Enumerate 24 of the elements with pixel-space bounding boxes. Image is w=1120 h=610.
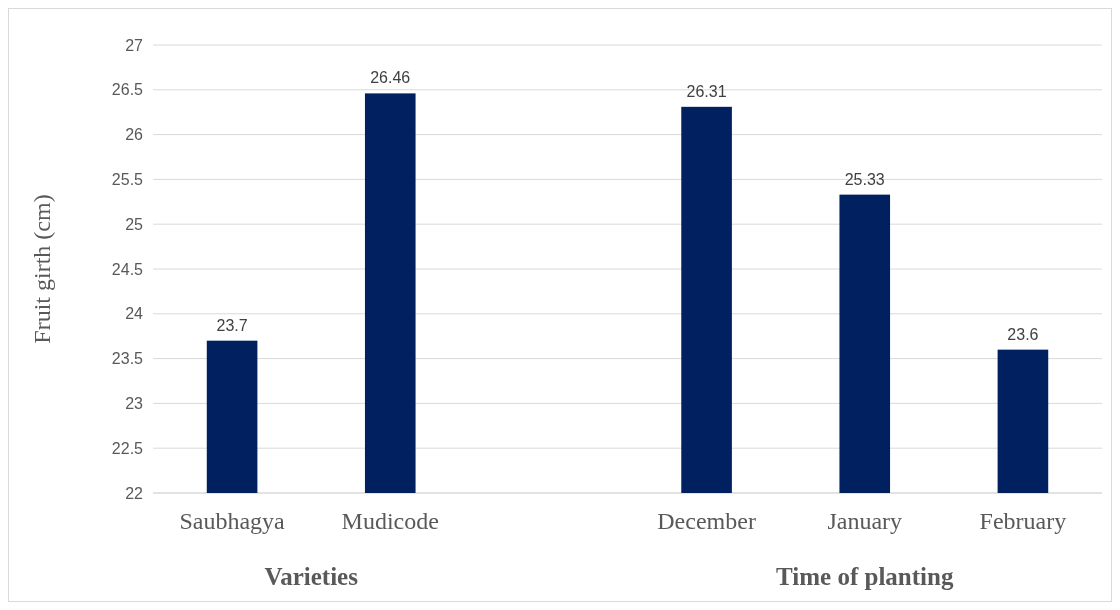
- y-tick-label: 27: [125, 36, 144, 54]
- y-tick-label: 22.5: [111, 439, 144, 457]
- data-label: 23.7: [216, 316, 248, 334]
- x-tick-label: February: [979, 508, 1067, 534]
- y-tick-label: 26: [125, 126, 144, 144]
- y-tick-label: 23: [125, 395, 144, 412]
- data-label: 23.6: [1007, 325, 1039, 343]
- y-tick-label: 25.5: [111, 171, 144, 188]
- y-tick-label: 23.5: [111, 350, 144, 368]
- data-label: 25.33: [844, 170, 885, 188]
- data-label: 26.46: [370, 69, 411, 87]
- data-label: 26.31: [686, 82, 727, 100]
- y-tick-label: 24: [125, 305, 144, 323]
- text: Varieties: [264, 563, 359, 590]
- y-tick-label: 25: [125, 215, 144, 233]
- text: Time of planting: [776, 563, 954, 590]
- y-tick-label: 24.5: [111, 260, 144, 278]
- x-tick-label: Mudicode: [341, 508, 439, 534]
- x-tick-label: Saubhagya: [179, 508, 286, 534]
- y-axis-title: Fruit girth (cm): [29, 194, 55, 344]
- y-tick-label: 22: [125, 484, 144, 502]
- x-tick-label: January: [827, 508, 903, 534]
- x-tick-label: December: [657, 508, 756, 534]
- y-tick-label: 26.5: [111, 81, 144, 99]
